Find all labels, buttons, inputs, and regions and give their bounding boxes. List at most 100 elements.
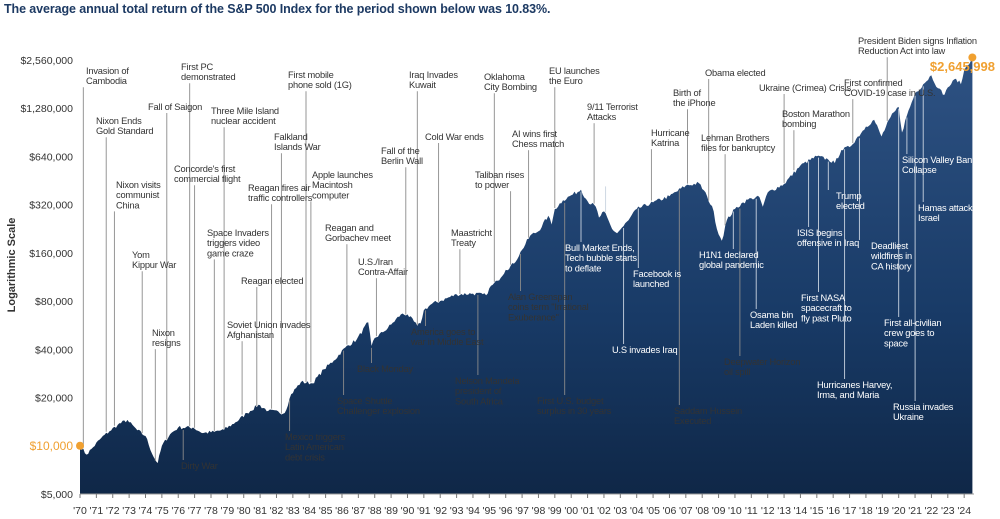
- event-annotation: Hurricane Katrina: [651, 128, 690, 148]
- x-tick-label: '06: [663, 505, 677, 517]
- event-annotation: ISIS begins offensive in Iraq: [797, 228, 859, 248]
- x-tick-label: '70: [73, 505, 87, 517]
- event-annotation: Taliban rises to power: [475, 170, 525, 190]
- event-annotation: Obama elected: [705, 68, 765, 78]
- start-value-label: $10,000: [30, 439, 74, 453]
- chart-title: The average annual total return of the S…: [4, 2, 551, 16]
- x-tick-label: '00: [564, 505, 578, 517]
- event-annotation: America goes to war in Middle East: [410, 327, 484, 347]
- event-annotation: H1N1 declared global pandemic: [699, 250, 764, 270]
- annotation-leader-lines: [82, 57, 924, 461]
- x-tick-label: '87: [352, 505, 366, 517]
- x-tick-label: '99: [548, 505, 562, 517]
- event-annotation: Three Mile Island nuclear accident: [211, 106, 279, 126]
- x-tick-label: '92: [433, 505, 447, 517]
- x-tick-label: '86: [335, 505, 349, 517]
- y-axis-label: Logarithmic Scale: [6, 218, 18, 313]
- event-annotation: Nixon resigns: [152, 328, 181, 348]
- x-tick-label: '73: [122, 505, 136, 517]
- event-annotation: Cold War ends: [425, 132, 484, 142]
- x-tick-label: '01: [581, 505, 595, 517]
- event-annotation: Ukraine (Crimea) Crisis: [759, 83, 852, 93]
- event-annotation: Saddam Hussein Executed: [674, 406, 742, 426]
- y-axis: $5,000 $20,000 $40,000 $80,000 $160,000 $320,…: [20, 55, 73, 501]
- x-tick-label: '91: [417, 505, 431, 517]
- x-tick-label: '97: [515, 505, 529, 517]
- event-annotation: Oklahoma City Bombing: [484, 72, 537, 92]
- x-tick-label: '02: [597, 505, 611, 517]
- event-annotation: Reagan and Gorbachev meet: [325, 223, 392, 243]
- x-tick-label: '79: [221, 505, 235, 517]
- x-tick-label: '76: [171, 505, 185, 517]
- event-annotation: Nixon Ends Gold Standard: [96, 116, 153, 136]
- x-tick-label: '74: [139, 505, 153, 517]
- x-tick-label: '20: [892, 505, 906, 517]
- x-tick-label: '98: [532, 505, 546, 517]
- start-marker: [76, 441, 84, 450]
- event-annotation: Reagan elected: [241, 276, 303, 286]
- x-tick-label: '94: [466, 505, 480, 517]
- x-tick-label: '81: [253, 505, 267, 517]
- x-tick-label: '09: [712, 505, 726, 517]
- event-annotation: Iraq Invades Kuwait: [409, 70, 458, 90]
- event-annotation: Mexico triggers Latin American debt crisis: [285, 432, 346, 462]
- event-annotation: Silicon Valley Bank Collapse: [902, 155, 977, 175]
- event-annotation: Fall of the Berlin Wall: [381, 146, 423, 166]
- event-annotation: Yom Kippur War: [132, 250, 176, 270]
- y-tick-label: $1,280,000: [20, 103, 73, 115]
- x-tick-label: '07: [679, 505, 693, 517]
- x-tick-label: '10: [728, 505, 742, 517]
- x-tick-label: '84: [302, 505, 316, 517]
- event-annotation: Facebook is launched: [633, 269, 681, 289]
- x-tick-label: '03: [613, 505, 627, 517]
- x-tick-label: '88: [368, 505, 382, 517]
- x-tick-label: '04: [630, 505, 644, 517]
- event-annotation: Boston Marathon bombing: [782, 109, 850, 129]
- x-tick-label: '83: [286, 505, 300, 517]
- x-tick-label: '24: [957, 505, 971, 517]
- event-annotation: Concorde's first commercial flight: [174, 164, 241, 184]
- y-tick-label: $80,000: [35, 296, 73, 308]
- x-tick-label: '17: [843, 505, 857, 517]
- x-axis: '70'71'72'73'74'75'76'77'78'79'80'81'82 '…: [73, 493, 974, 517]
- event-annotation: President Biden signs Inflation Reduction…: [858, 36, 977, 56]
- event-annotation: First all-civilian crew goes to space: [884, 318, 941, 348]
- x-tick-label: '23: [941, 505, 955, 517]
- y-tick-label: $5,000: [41, 489, 73, 501]
- x-tick-label: '72: [106, 505, 120, 517]
- event-annotation: Space Invaders triggers video game craze: [207, 228, 269, 258]
- event-annotation: Russia invades Ukraine: [893, 402, 954, 422]
- event-annotation: Apple launches Macintosh computer: [312, 170, 373, 200]
- x-tick-label: '16: [826, 505, 840, 517]
- x-tick-label: '75: [155, 505, 169, 517]
- y-tick-label: $160,000: [29, 248, 73, 260]
- event-annotation: U.S./Iran Contra-Affair: [358, 257, 408, 277]
- event-annotation: Osama bin Laden killed: [750, 310, 797, 330]
- event-annotation: Maastricht Treaty: [451, 228, 492, 248]
- event-annotation: Lehman Brothers files for bankruptcy: [701, 133, 776, 153]
- event-annotation: EU launches the Euro: [549, 66, 600, 86]
- event-annotation: Birth of Homeland Security: [609, 155, 650, 185]
- x-tick-label: '13: [777, 505, 791, 517]
- event-annotation: Trump elected: [836, 191, 865, 211]
- event-annotation: 9/11 Terrorist Attacks: [587, 102, 638, 122]
- x-tick-label: '80: [237, 505, 251, 517]
- event-annotation: Hurricanes Harvey, Irma, and Maria: [817, 380, 892, 400]
- x-tick-label: '11: [745, 505, 758, 517]
- event-annotation: Deepwater Horizon oil spill: [724, 357, 800, 377]
- event-annotation: First NASA spacecraft to fly past Pluto: [801, 293, 852, 323]
- y-tick-label: $20,000: [35, 393, 73, 405]
- y-tick-label: $2,560,000: [20, 55, 73, 67]
- x-tick-label: '77: [188, 505, 202, 517]
- x-tick-label: '93: [450, 505, 464, 517]
- event-annotation: Invasion of Cambodia: [86, 66, 129, 86]
- x-tick-label: '95: [482, 505, 496, 517]
- event-annotation: First U.S. budget surplus in 30 years: [537, 396, 612, 416]
- x-tick-label: '89: [384, 505, 398, 517]
- x-tick-label: '08: [695, 505, 709, 517]
- event-annotation: Space Shuttle Challenger explosion: [337, 396, 420, 416]
- event-annotations: Invasion of Cambodia Nixon Ends Gold Standa…: [86, 36, 978, 471]
- x-tick-label: '18: [859, 505, 873, 517]
- event-annotation: Deadliest wildfires in CA history: [870, 241, 912, 271]
